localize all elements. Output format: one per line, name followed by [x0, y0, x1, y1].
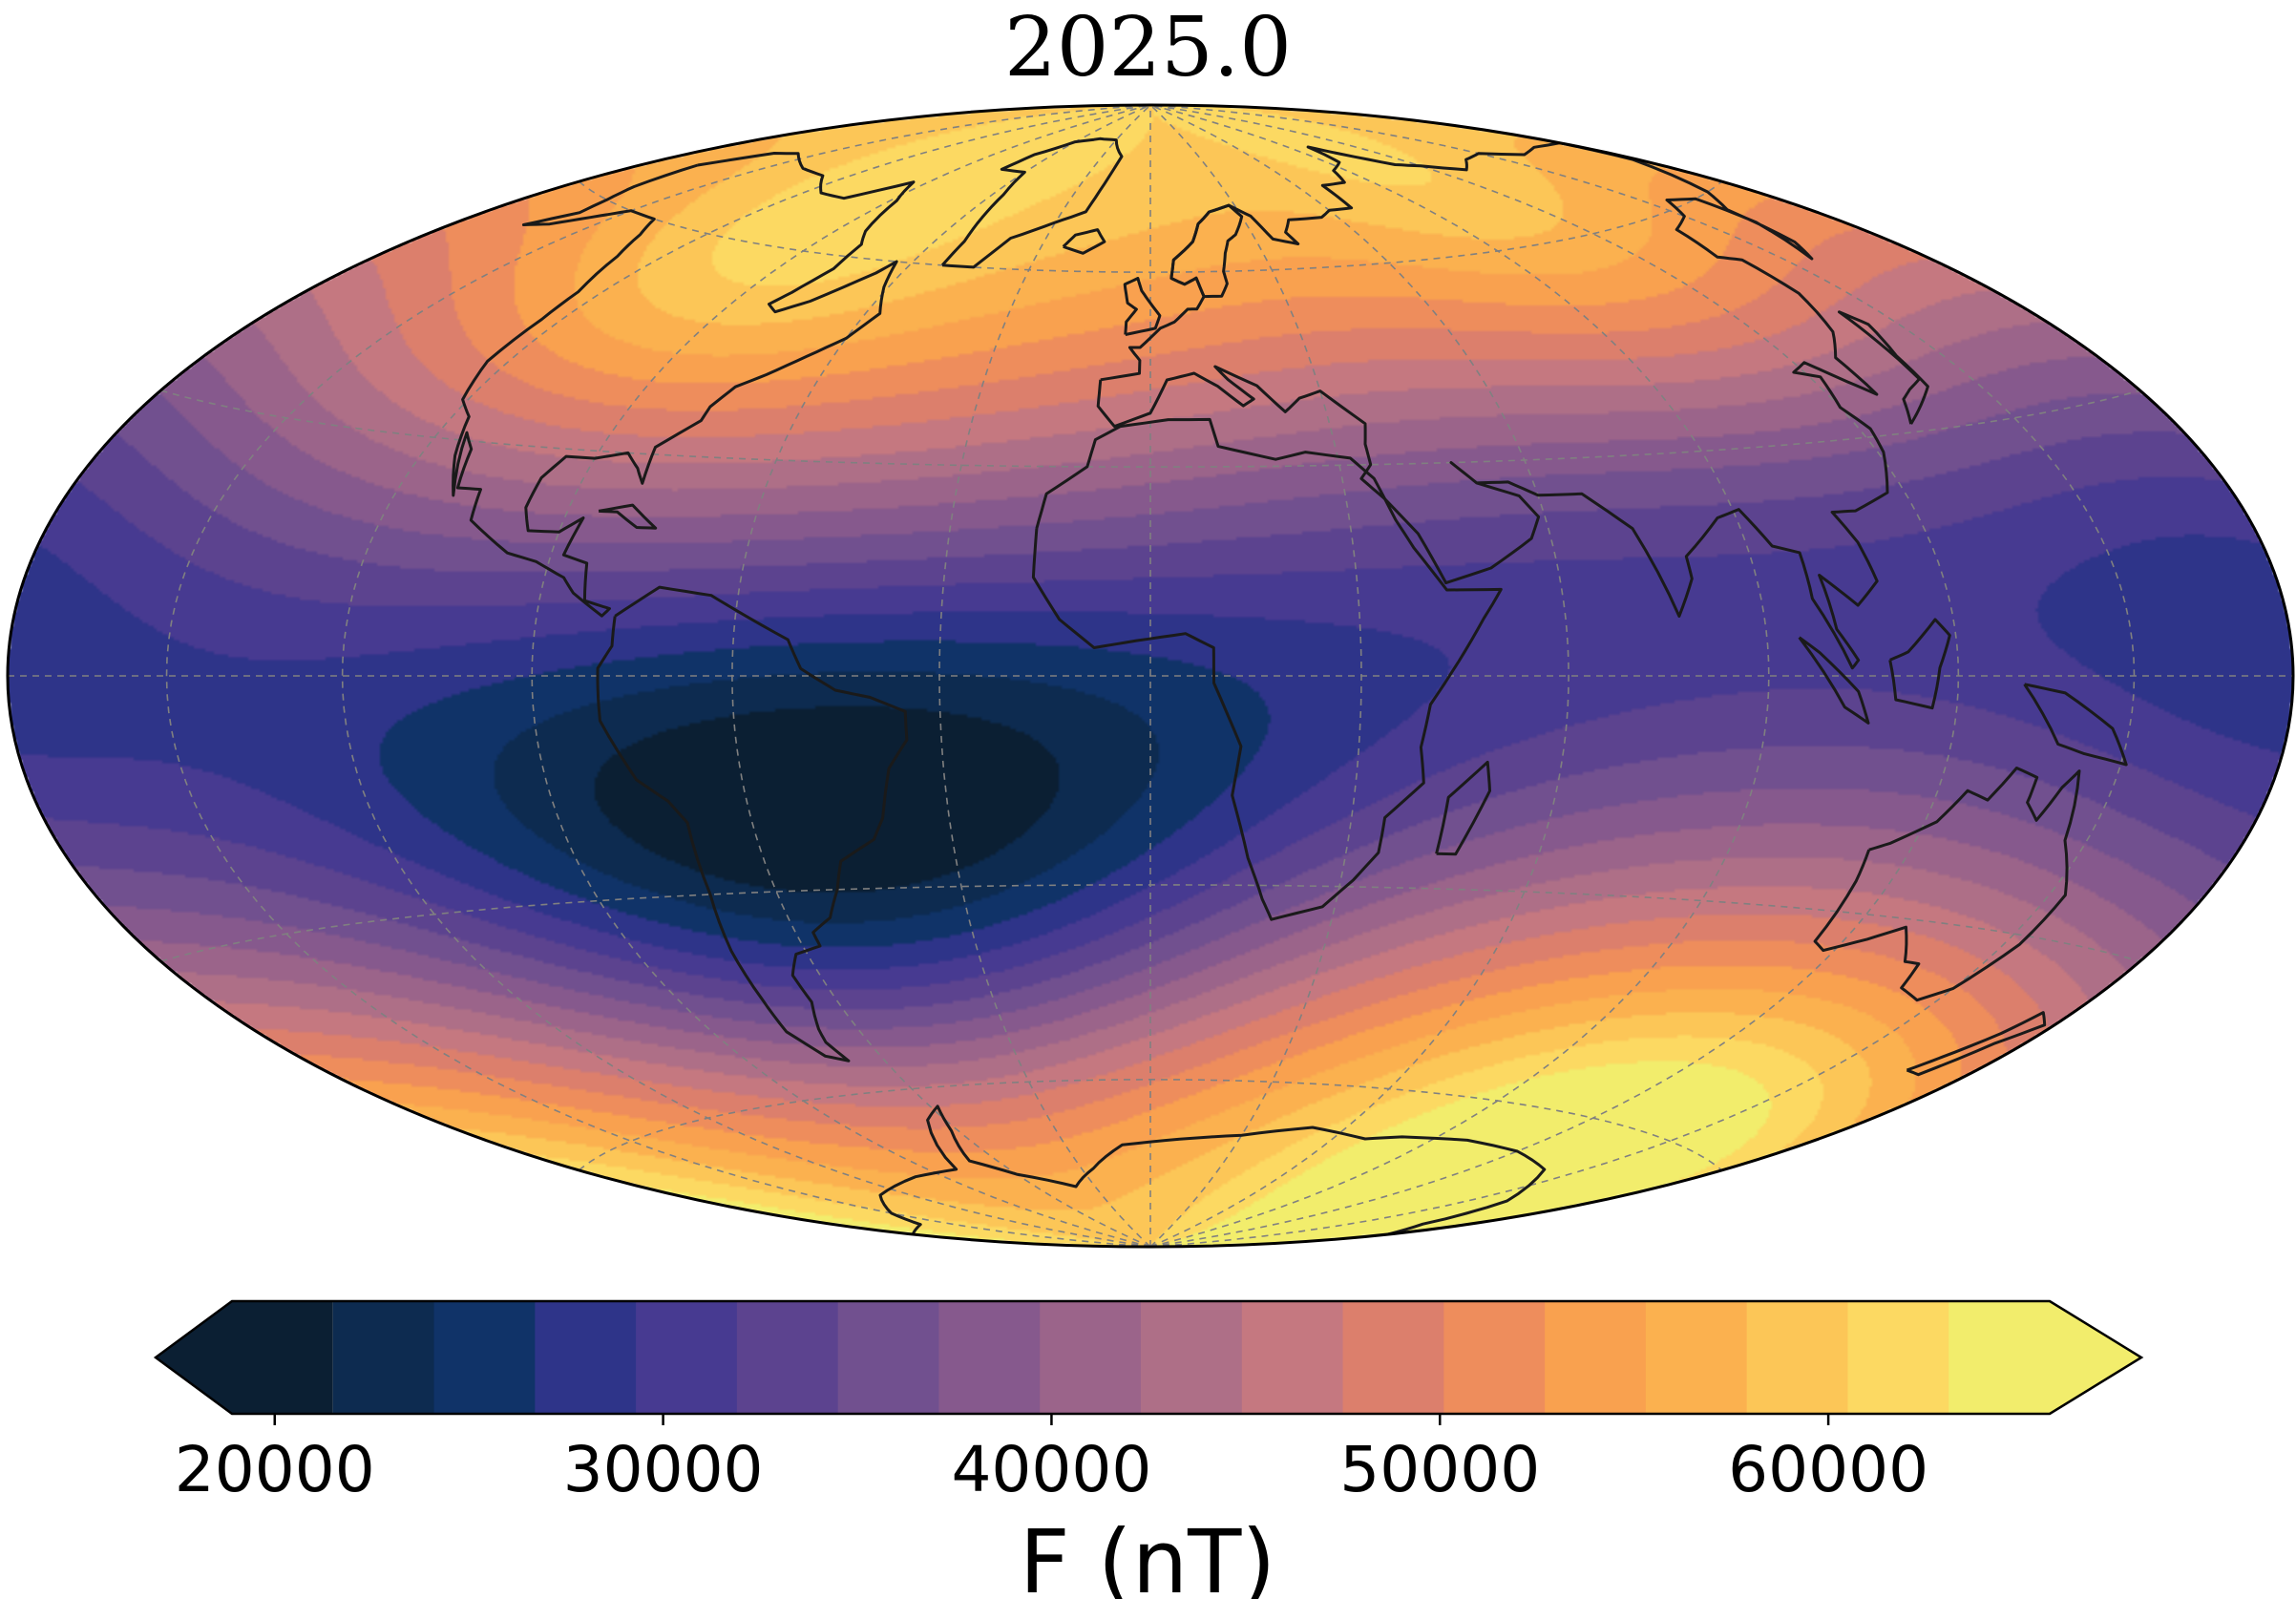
coastline-eurasia — [1096, 141, 1889, 670]
map-boundary — [6, 103, 2295, 1249]
parallel-line — [160, 389, 2140, 468]
coastline-borneo — [1888, 618, 1951, 710]
coastline-japan — [1838, 310, 1929, 425]
colorbar-segment — [1443, 1301, 1546, 1414]
coastline-cuba — [598, 503, 658, 530]
coastline-new-zealand — [1906, 1011, 2047, 1077]
colorbar-segment — [1948, 1301, 2141, 1414]
colorbar-tick-label: 40000 — [951, 1433, 1151, 1506]
coastlines — [452, 137, 2128, 1236]
colorbar-segment — [1241, 1301, 1344, 1414]
colorbar-segment — [1645, 1301, 1748, 1414]
coastline-sumatra — [1798, 636, 1870, 725]
colorbar-segment — [433, 1301, 536, 1414]
map-title: 2025.0 — [1004, 0, 1292, 95]
coastline-madagascar — [1435, 760, 1491, 856]
colorbar-segment — [1040, 1301, 1142, 1414]
colorbar-segment — [938, 1301, 1041, 1414]
coastline-south-america — [596, 585, 909, 1062]
coastline-africa — [1031, 417, 1503, 921]
colorbar-segment — [1342, 1301, 1444, 1414]
colorbar-segment — [332, 1301, 435, 1414]
world-map — [6, 103, 2295, 1249]
coastline-scandinavia — [1169, 203, 1244, 299]
colorbar-tick-label: 20000 — [175, 1433, 375, 1506]
colorbar-segment — [535, 1301, 637, 1414]
colorbar-tick-label: 60000 — [1728, 1433, 1928, 1506]
colorbar-tick-label: 30000 — [563, 1433, 764, 1506]
coastline-greenland — [940, 137, 1124, 269]
colorbar-tick-label: 50000 — [1339, 1433, 1540, 1506]
colorbar-segment — [1847, 1301, 1949, 1414]
colorbar-label: F (nT) — [1020, 1511, 1275, 1599]
coastline-great-britain — [1123, 277, 1162, 336]
colorbar-segment — [636, 1301, 738, 1414]
colorbar-ticks: 20000 30000 40000 50000 60000 — [175, 1414, 1928, 1506]
coastline-antarctica — [878, 1105, 1547, 1236]
colorbar-segment — [1746, 1301, 1849, 1414]
parallel-line — [578, 180, 1723, 274]
colorbar-segment — [1545, 1301, 1647, 1414]
coastline-north-america — [452, 152, 916, 618]
graticule — [8, 105, 2293, 1247]
colorbar-segment — [156, 1301, 333, 1414]
coastline-australia — [1813, 767, 2081, 1002]
colorbar-outline — [153, 1299, 2144, 1416]
colorbar-segment — [837, 1301, 940, 1414]
colorbar-segment — [1141, 1301, 1243, 1414]
coastline-new-guinea — [2023, 683, 2128, 767]
coastline-iceland — [1062, 228, 1106, 255]
parallel-line — [160, 884, 2140, 962]
colorbar-segments — [156, 1301, 2141, 1414]
colorbar-segment — [736, 1301, 839, 1414]
parallel-line — [578, 1078, 1723, 1171]
